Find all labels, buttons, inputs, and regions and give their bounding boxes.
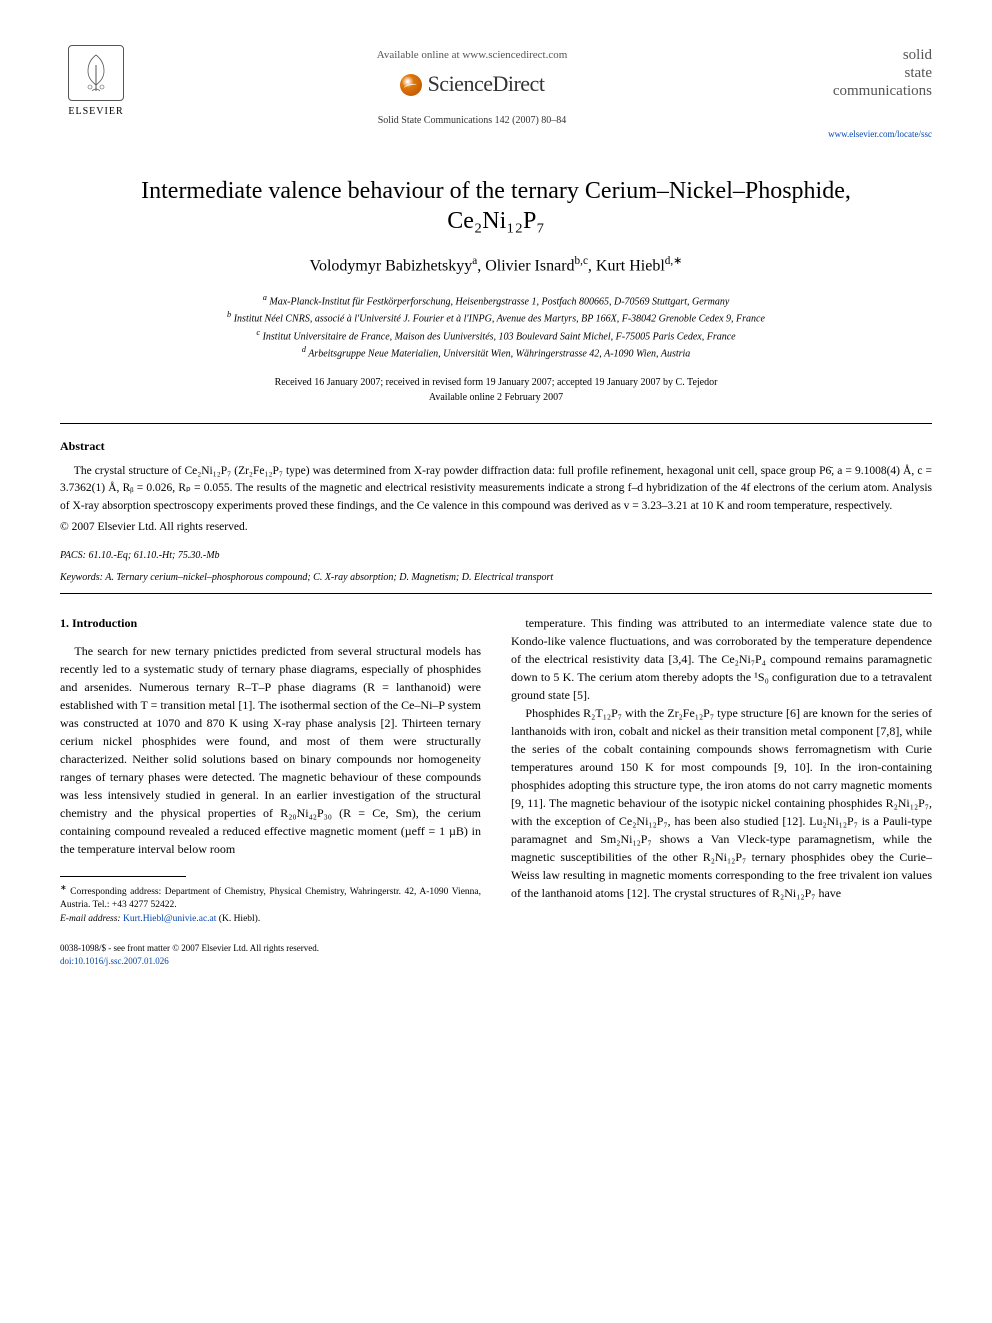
authors-line: Volodymyr Babizhetskyya, Olivier Isnardb…: [60, 254, 932, 278]
header-row: ELSEVIER Available online at www.science…: [60, 40, 932, 142]
footer-line1: 0038-1098/$ - see front matter © 2007 El…: [60, 943, 319, 953]
journal-reference: Solid State Communications 142 (2007) 80…: [132, 114, 812, 128]
rule-top: [60, 423, 932, 424]
doi-link[interactable]: doi:10.1016/j.ssc.2007.01.026: [60, 956, 169, 966]
column-left: 1. Introduction The search for new terna…: [60, 614, 481, 926]
received-line: Received 16 January 2007; received in re…: [275, 377, 718, 388]
author-2-aff: b,c: [575, 255, 588, 267]
title-block: Intermediate valence behaviour of the te…: [60, 176, 932, 236]
author-3: Kurt Hiebl: [596, 258, 665, 275]
journal-name: solid state communications: [812, 46, 932, 100]
pacs-label: PACS:: [60, 550, 86, 561]
elsevier-label: ELSEVIER: [68, 105, 123, 119]
sciencedirect-brand: ScienceDirect: [132, 69, 812, 100]
article-dates: Received 16 January 2007; received in re…: [60, 375, 932, 405]
email-label: E-mail address:: [60, 914, 121, 924]
section-1-heading: 1. Introduction: [60, 614, 481, 632]
author-2: Olivier Isnard: [485, 258, 574, 275]
abstract-paragraph: The crystal structure of Ce₂Ni₁₂P₇ (Zr₂F…: [60, 463, 932, 515]
column-right: temperature. This finding was attributed…: [511, 614, 932, 926]
col2-paragraph-2: Phosphides R₂T₁₂P₇ with the Zr₂Fe₁₂P₇ ty…: [511, 704, 932, 902]
article-title: Intermediate valence behaviour of the te…: [60, 176, 932, 236]
sciencedirect-icon: [400, 74, 422, 96]
pacs-line: PACS: 61.10.-Eq; 61.10.-Ht; 75.30.-Mb: [60, 549, 932, 563]
corr-marker: ∗: [60, 883, 67, 892]
abstract-heading: Abstract: [60, 438, 932, 455]
elsevier-tree-icon: [68, 45, 124, 101]
page: ELSEVIER Available online at www.science…: [0, 0, 992, 1007]
footnote-separator: [60, 876, 186, 877]
center-header: Available online at www.sciencedirect.co…: [132, 40, 812, 128]
two-column-body: 1. Introduction The search for new terna…: [60, 614, 932, 926]
affil-b: Institut Néel CNRS, associé à l'Universi…: [234, 314, 765, 325]
keywords-line: Keywords: A. Ternary cerium–nickel–phosp…: [60, 571, 932, 585]
available-line: Available online 2 February 2007: [429, 392, 563, 403]
keywords-label: Keywords:: [60, 572, 103, 583]
copyright-line: © 2007 Elsevier Ltd. All rights reserved…: [60, 519, 932, 535]
journal-name-l3: communications: [833, 83, 932, 99]
affiliations: a Max-Planck-Institut für Festkörperfors…: [60, 292, 932, 361]
author-1-aff: a: [472, 255, 477, 267]
journal-name-l1: solid: [903, 47, 932, 63]
corr-text: Corresponding address: Department of Che…: [60, 887, 481, 910]
col1-paragraph-1: The search for new ternary pnictides pre…: [60, 642, 481, 858]
abstract-block: Abstract The crystal structure of Ce₂Ni₁…: [60, 438, 932, 535]
sciencedirect-text: ScienceDirect: [428, 69, 545, 100]
elsevier-logo: ELSEVIER: [60, 40, 132, 124]
email-who: (K. Hiebl).: [219, 914, 260, 924]
journal-homepage-link[interactable]: www.elsevier.com/locate/ssc: [828, 129, 932, 139]
affil-c: Institut Universitaire de France, Maison…: [263, 331, 736, 342]
journal-box: solid state communications www.elsevier.…: [812, 40, 932, 142]
available-online-text: Available online at www.sciencedirect.co…: [132, 48, 812, 63]
abstract-text: The crystal structure of Ce₂Ni₁₂P₇ (Zr₂F…: [60, 463, 932, 515]
title-line-1: Intermediate valence behaviour of the te…: [141, 178, 851, 204]
pacs-value: 61.10.-Eq; 61.10.-Ht; 75.30.-Mb: [88, 550, 219, 561]
author-3-aff: d,∗: [665, 255, 683, 267]
corresponding-footnote: ∗ Corresponding address: Department of C…: [60, 882, 481, 926]
author-1: Volodymyr Babizhetskyy: [309, 258, 472, 275]
keywords-value: A. Ternary cerium–nickel–phosphorous com…: [105, 572, 553, 583]
corr-email-link[interactable]: Kurt.Hiebl@univie.ac.at: [123, 914, 216, 924]
affil-a: Max-Planck-Institut für Festkörperforsch…: [269, 296, 729, 307]
rule-bottom: [60, 593, 932, 594]
page-footer: 0038-1098/$ - see front matter © 2007 El…: [60, 942, 932, 967]
journal-name-l2: state: [905, 65, 933, 81]
col2-paragraph-1: temperature. This finding was attributed…: [511, 614, 932, 704]
affil-d: Arbeitsgruppe Neue Materialien, Universi…: [308, 348, 690, 359]
title-line-2: Ce₂Ni₁₂P₇: [447, 208, 544, 234]
